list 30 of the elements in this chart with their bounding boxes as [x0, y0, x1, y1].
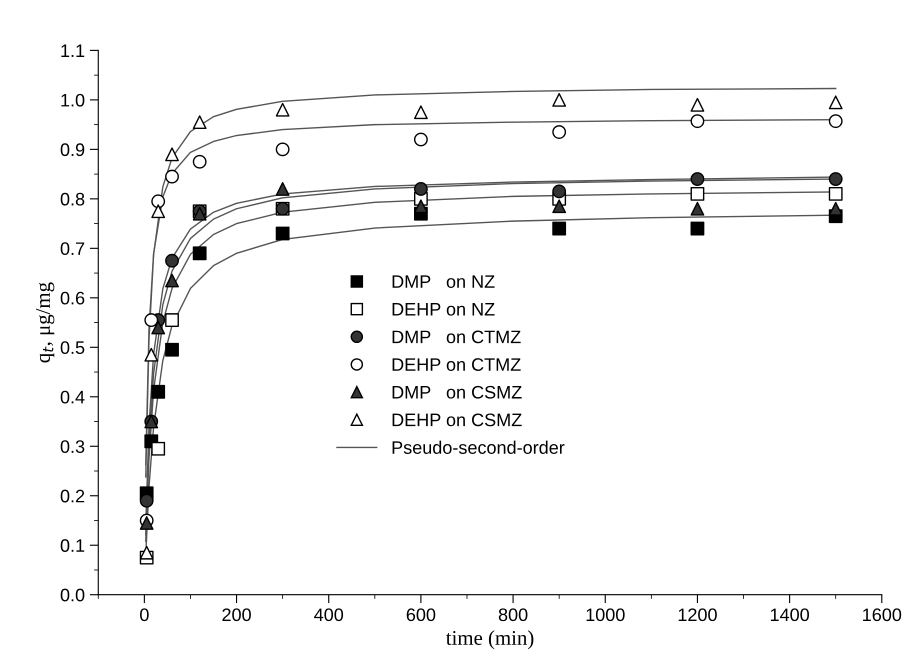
legend-label: DEHP on NZ [392, 303, 495, 316]
y-tick-label: 0.1 [60, 539, 84, 552]
legend-label: DMP on CSMZ [392, 386, 522, 399]
y-tick-label: 1.1 [61, 44, 84, 57]
x-tick-label: 1000 [586, 608, 625, 622]
x-tick-label: 400 [314, 608, 344, 622]
y-tick-label: 0.4 [60, 390, 85, 404]
y-tick-label: 0.8 [60, 192, 84, 206]
x-tick-label: 1200 [678, 608, 717, 622]
x-tick-label: 0 [140, 608, 149, 622]
x-tick-label: 200 [222, 608, 251, 622]
x-tick-label: 800 [498, 608, 528, 622]
y-tick-label: 0.6 [60, 292, 84, 305]
y-tick-label: 0.2 [60, 490, 84, 502]
x-tick-label: 600 [406, 608, 436, 622]
y-tick-label: 0.9 [60, 143, 84, 156]
y-tick-label: 0.3 [60, 440, 84, 453]
legend-label: DMP on CTMZ [392, 330, 521, 344]
y-axis-title: q$_{t}$, μg/mg [36, 282, 54, 363]
legend-label: DEHP on CSMZ [392, 413, 522, 426]
y-tick-label: 0.5 [60, 341, 84, 354]
legend-label: Pseudo-second-order [392, 440, 564, 454]
y-tick-label: 0.0 [60, 588, 84, 602]
x-axis-title: time (min) [446, 630, 534, 650]
y-tick-label: 0.7 [60, 242, 84, 256]
legend-label: DMP on NZ [392, 275, 495, 288]
y-tick-label: 1.0 [61, 94, 84, 107]
legend-label: DEHP on CTMZ [392, 358, 521, 371]
x-tick-label: 1400 [770, 608, 809, 622]
x-tick-label: 1600 [863, 608, 902, 622]
